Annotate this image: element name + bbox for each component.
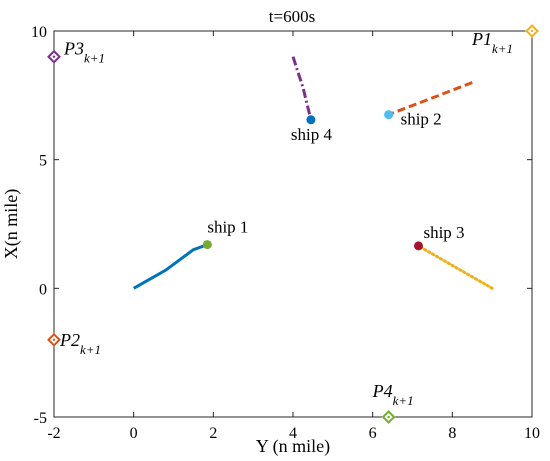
waypoint-label: P3k+1: [63, 39, 105, 66]
series-layer: ship 1 ship 2 ship 3 ship 4: [132, 56, 494, 290]
y-tick-label: 5: [39, 153, 47, 170]
waypoint-label-main: P1: [471, 29, 492, 49]
y-tick-label: 0: [39, 281, 47, 298]
series-line-ship-3: [417, 244, 494, 290]
series-line-ship-1: [132, 243, 208, 290]
waypoint-label: P4k+1: [372, 381, 414, 408]
waypoint-center-dot: [530, 29, 534, 33]
x-tick-label: 8: [448, 425, 456, 442]
chart-title: t=600s: [269, 7, 315, 26]
ship-label: ship 1: [207, 218, 248, 237]
waypoint-center-dot: [387, 415, 390, 419]
series-line-ship-4: [291, 56, 313, 121]
ship-label: ship 4: [291, 125, 333, 144]
x-axis-ticks: -2 0 2 4 6 8 10: [47, 31, 540, 442]
ship-position-marker: [413, 241, 423, 251]
y-axis-ticks: -5 0 5 10: [31, 24, 532, 427]
x-tick-label: 4: [289, 425, 297, 442]
x-tick-label: 0: [130, 425, 138, 442]
series-line-ship-2: [388, 81, 473, 117]
y-axis-label: X(n mile): [1, 189, 22, 259]
y-tick-label: -5: [34, 410, 47, 427]
waypoint-center-dot: [52, 55, 56, 58]
ship-position-marker: [306, 115, 316, 125]
waypoint-label-main: P2: [59, 330, 80, 350]
waypoint-label-main: P3: [63, 39, 84, 59]
x-tick-label: 2: [209, 425, 217, 442]
waypoint-label-subscript: k+1: [492, 41, 513, 56]
y-tick-label: 10: [31, 24, 47, 41]
waypoint-label-subscript: k+1: [80, 342, 101, 357]
waypoint-label: P2k+1: [59, 330, 101, 357]
ship-label: ship 3: [423, 223, 464, 242]
x-tick-label: 10: [524, 425, 540, 442]
x-axis-label: Y (n mile): [256, 436, 330, 457]
waypoint-label: P1k+1: [471, 29, 513, 56]
ship-position-marker: [202, 240, 212, 250]
x-tick-label: -2: [47, 425, 60, 442]
ship-label: ship 2: [401, 110, 442, 129]
waypoint-label-subscript: k+1: [84, 51, 105, 66]
waypoint-label-subscript: k+1: [393, 393, 414, 408]
x-tick-label: 6: [369, 425, 377, 442]
ship-position-marker: [384, 110, 394, 120]
waypoint-label-main: P4: [372, 381, 393, 401]
waypoint-center-dot: [52, 338, 56, 341]
